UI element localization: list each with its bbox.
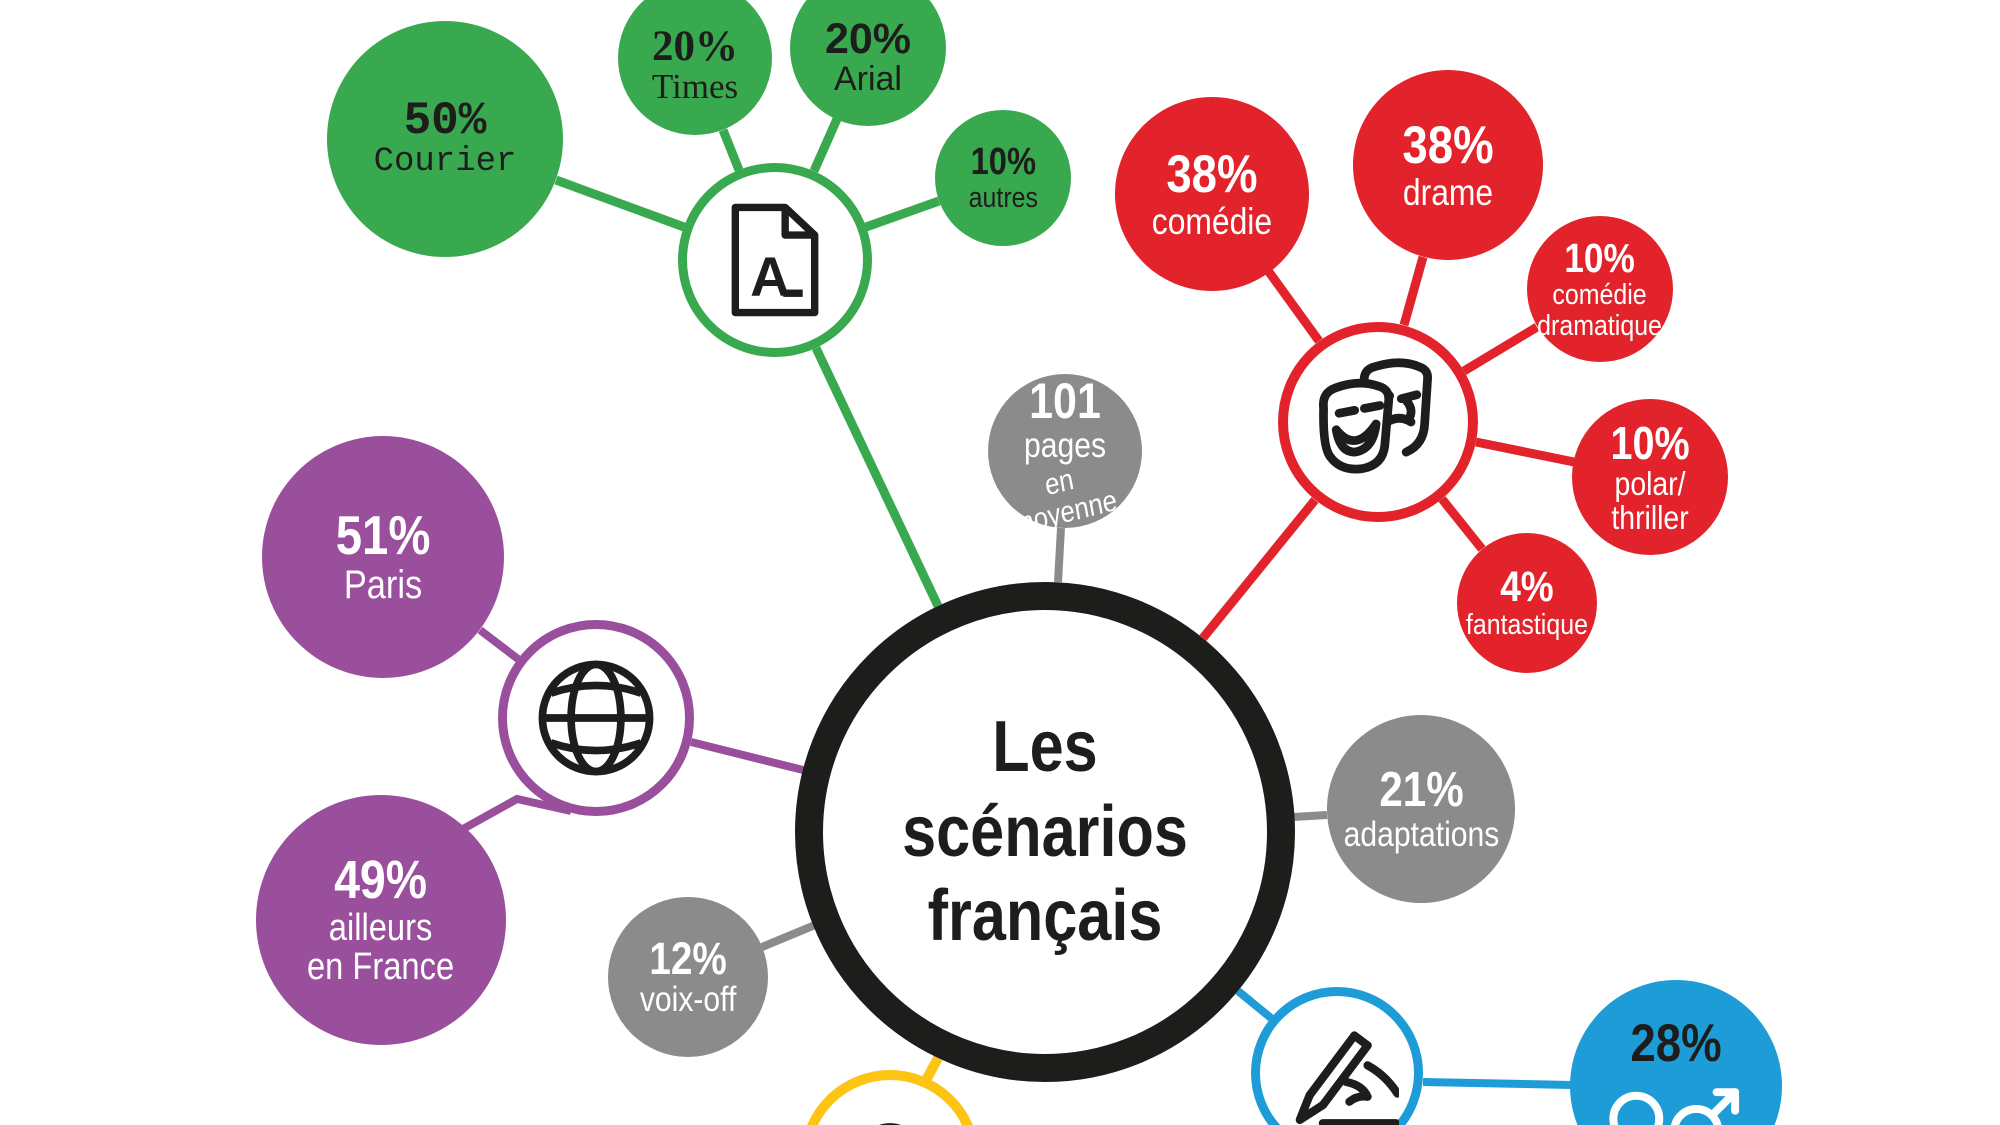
page-title: Les scénarios français (856, 705, 1233, 960)
connector (864, 196, 941, 232)
connector (1265, 269, 1323, 344)
bubble-drame: 38% drame (1353, 70, 1543, 260)
center-node: Les scénarios français (795, 582, 1295, 1082)
bubble-value: 49% (334, 850, 428, 911)
connector (1438, 496, 1486, 552)
bubble-label: comédie (1151, 200, 1273, 242)
bubble-label: Arial (833, 59, 902, 98)
bubble-courier: 50% Courier (327, 21, 563, 257)
bubble-times: 20% Times (618, 0, 772, 135)
bubble-pages: 101 pages en moyenne (988, 373, 1142, 542)
connector (1422, 1078, 1573, 1089)
bubble-value: 20% (824, 14, 912, 63)
bubble-value: 38% (1166, 144, 1258, 204)
bubble-value: 10% (970, 140, 1036, 183)
connector (1054, 527, 1065, 583)
connector (1399, 255, 1428, 327)
connector (1199, 497, 1319, 641)
bubble-label: drame (1402, 171, 1494, 213)
question-mark-icon: ? (879, 1123, 901, 1125)
bubble-value: 38% (1402, 115, 1494, 175)
bubble-arial: 20% Arial (790, 0, 946, 126)
page-title-line2: français (927, 876, 1163, 957)
bubble-label-line2: dramatique (1537, 309, 1663, 342)
globe-icon (538, 660, 654, 776)
connector (809, 117, 842, 173)
connector (811, 346, 943, 608)
connector (1235, 987, 1274, 1022)
fonts-icon-circle: A (678, 163, 872, 357)
document-letter: A (750, 246, 790, 308)
bubble-value: 21% (1378, 763, 1464, 818)
genres-icon-circle (1278, 322, 1478, 522)
female-male-symbols-icon (1609, 1087, 1740, 1125)
bubble-value: 50% (403, 95, 487, 148)
connector (1461, 323, 1540, 375)
bubble-label: voix-off (639, 980, 737, 1020)
connector (690, 738, 804, 774)
bubble-label-line1: ailleurs (329, 906, 433, 949)
bubble-label: Paris (343, 563, 423, 608)
bubble-value: 12% (649, 933, 727, 985)
bubble-label-line2: thriller (1611, 499, 1689, 537)
bubble-label: fantastique (1465, 609, 1589, 642)
document-a-icon: A (731, 203, 819, 317)
bubble-value: 4% (1500, 563, 1554, 612)
bubble-autres: 10% autres (935, 110, 1071, 246)
bubble-value: 20% (651, 23, 738, 71)
bubble-label: autres (968, 181, 1038, 214)
bubble-label: Times (651, 67, 739, 107)
bubble-value: 28% (1630, 1014, 1722, 1073)
bubble-label: pages (1023, 425, 1107, 465)
bubble-label-line2: en France (307, 946, 455, 989)
bubble-voix-off: 12% voix-off (608, 897, 768, 1057)
connector (461, 794, 572, 833)
connector (554, 175, 686, 232)
bubble-comedie-dramatique: 10% comédie dramatique (1527, 216, 1673, 362)
bubble-value: 10% (1564, 235, 1636, 282)
connector (1292, 811, 1328, 821)
connector (477, 626, 521, 663)
lieux-icon-circle (498, 620, 694, 816)
bubble-polar-thriller: 10% polar/ thriller (1572, 399, 1728, 555)
theater-masks-icon (1318, 358, 1432, 474)
auteurs-icon-circle (1251, 987, 1423, 1125)
bubble-value: 51% (335, 504, 431, 567)
bubble-label-line1: comédie (1552, 279, 1648, 312)
bubble-ailleurs-en-france: 49% ailleurs en France (256, 795, 506, 1045)
bubble-fantastique: 4% fantastique (1457, 533, 1597, 673)
bubble-paris: 51% Paris (262, 436, 504, 678)
connector (760, 921, 817, 951)
hand-writing-pen-icon (1295, 1031, 1399, 1125)
bubble-adaptations: 21% adaptations (1327, 715, 1515, 903)
bubble-label: adaptations (1343, 814, 1499, 854)
bubble-label-line1: polar/ (1614, 464, 1686, 502)
connector (1475, 437, 1575, 467)
connector (718, 128, 744, 172)
bubble-value: 101 (1029, 373, 1101, 430)
bubble-value: 10% (1610, 416, 1690, 469)
bubble-label: Courier (373, 143, 517, 182)
page-title-line1: Les scénarios (902, 706, 1188, 872)
bubble-comedie: 38% comédie (1115, 97, 1309, 291)
